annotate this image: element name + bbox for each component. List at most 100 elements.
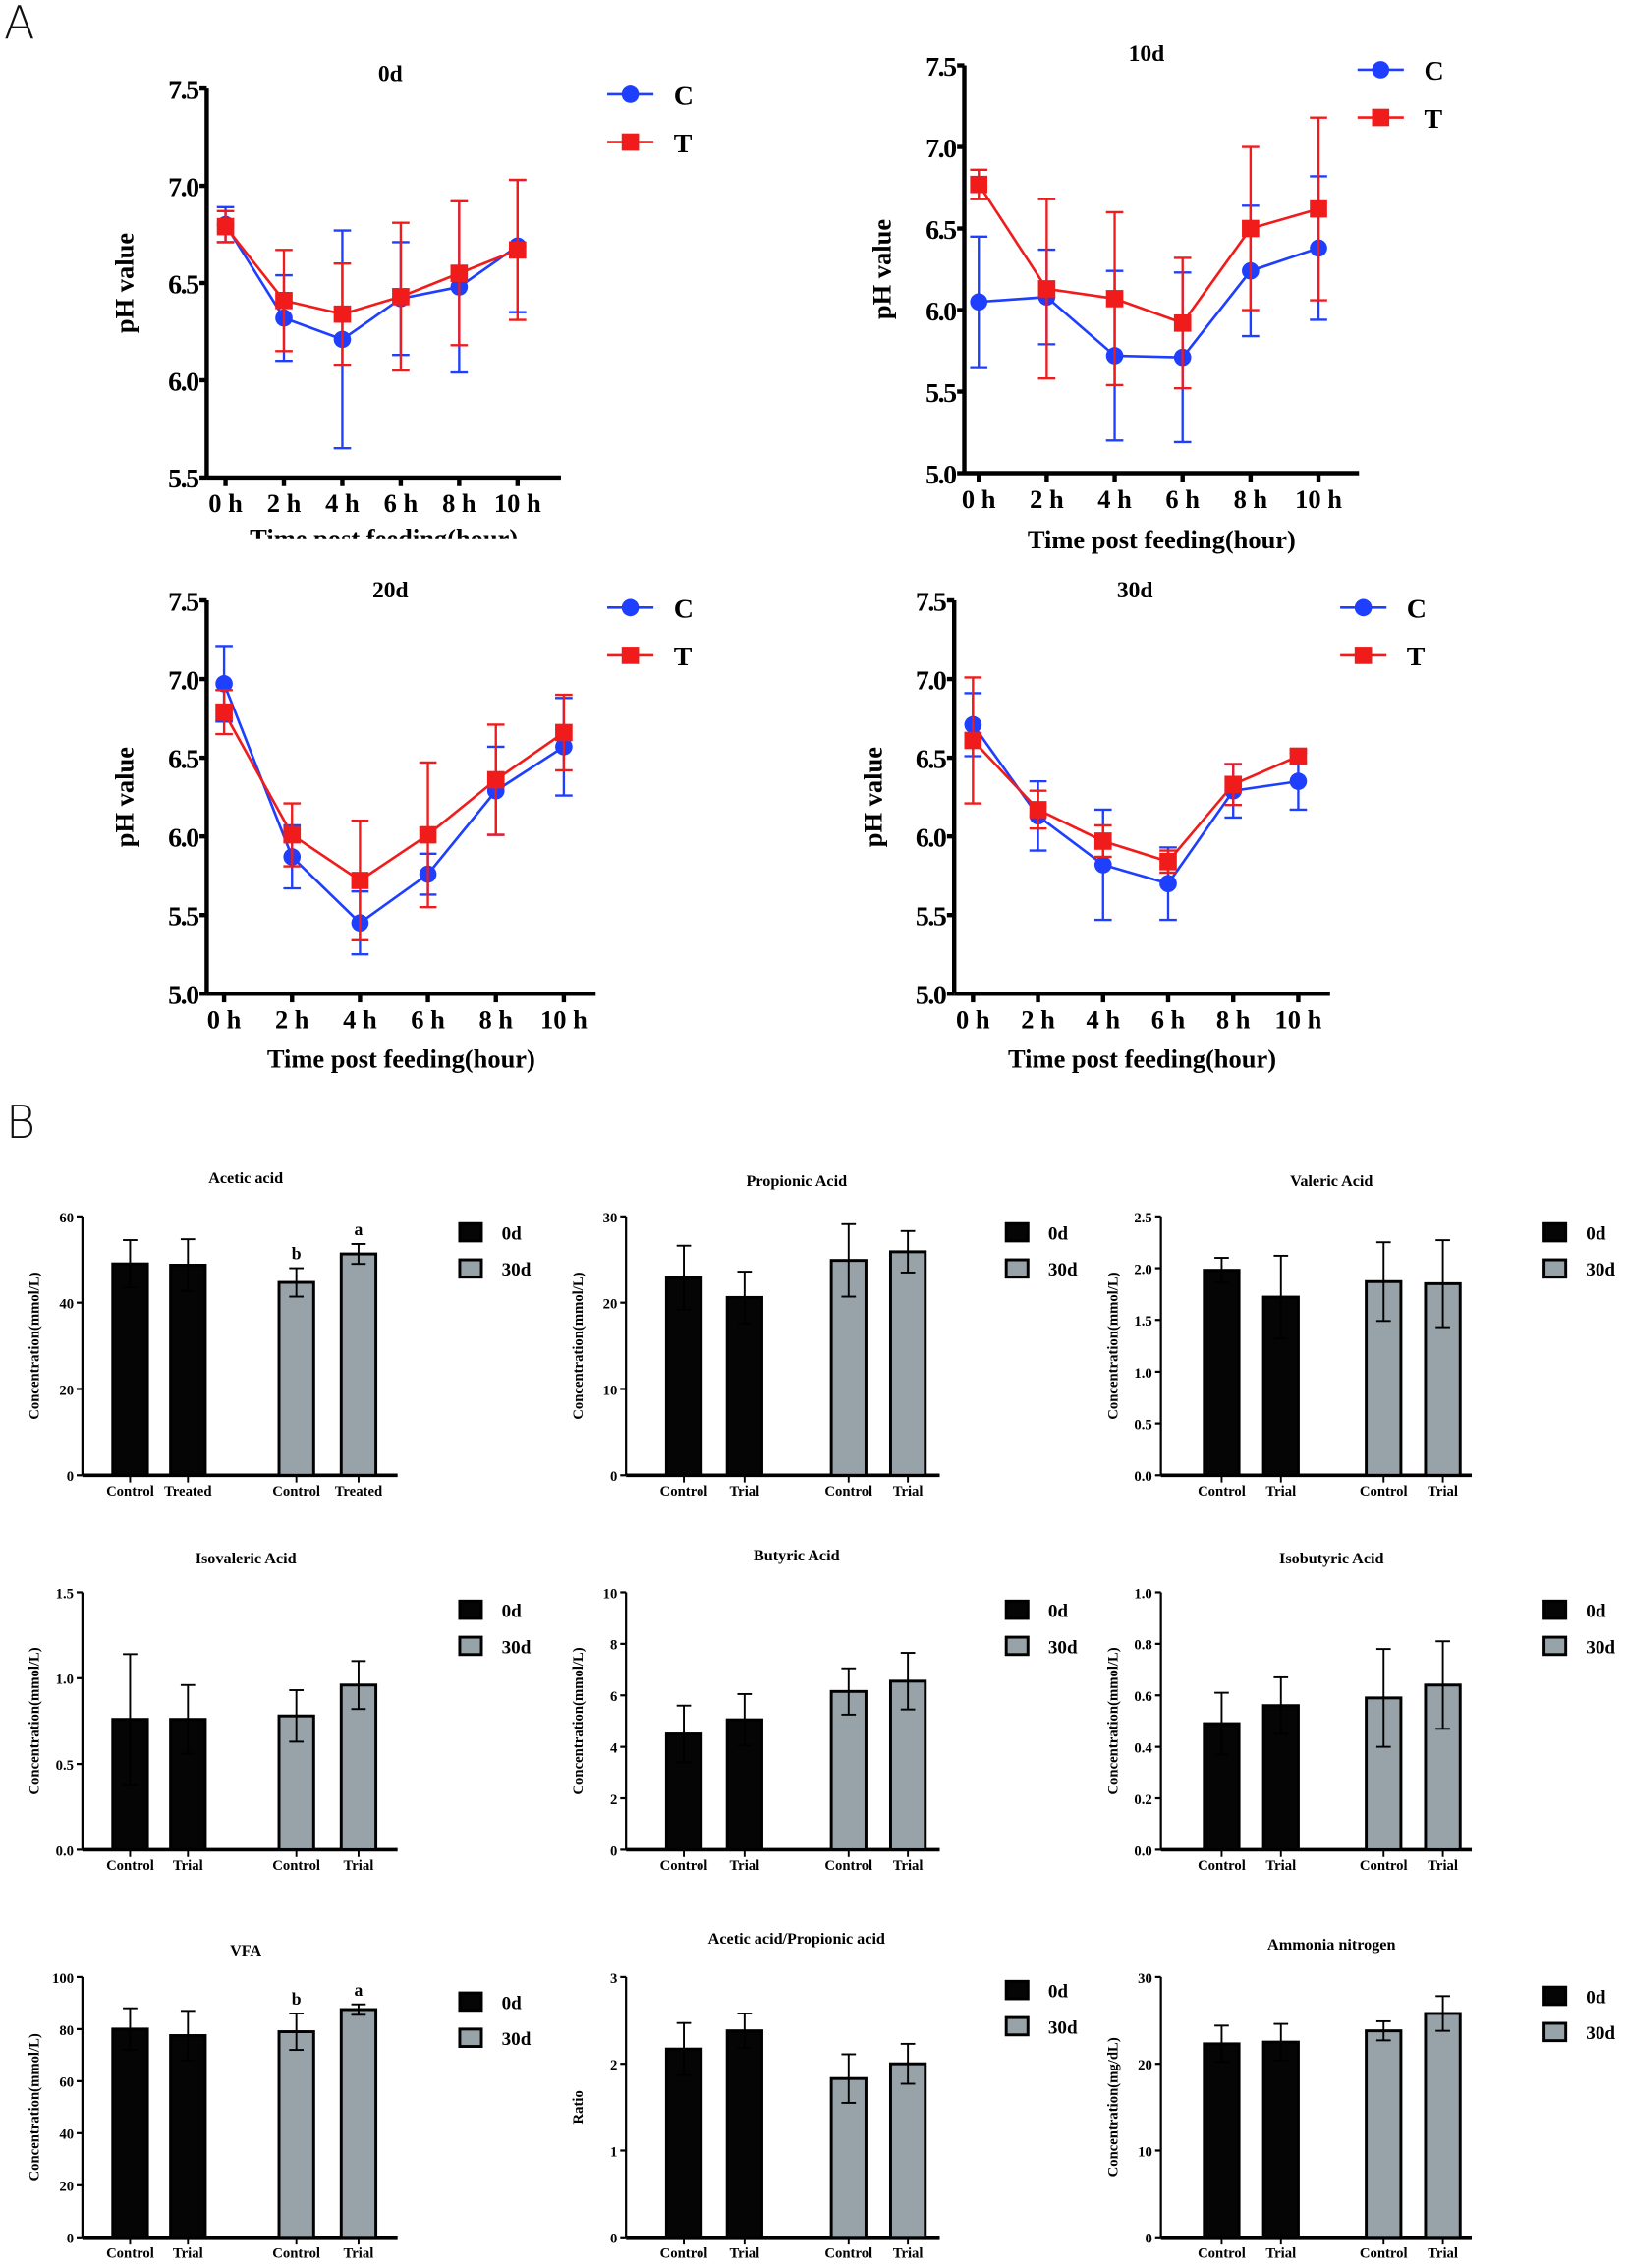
y-tick-label: 1 [610, 2144, 617, 2160]
legend-swatch [1542, 2021, 1568, 2043]
y-tick-label: 30 [603, 1211, 618, 1226]
x-tick-label: 10 h [1295, 484, 1342, 514]
data-point [351, 872, 369, 889]
x-tick-label: Control [1198, 1484, 1246, 1500]
data-point [1093, 832, 1112, 850]
panel-label-a: A [4, 0, 35, 49]
y-axis-label: Concentration(mmol/L) [28, 1272, 43, 1419]
x-tick-label: 10 h [494, 488, 541, 518]
y-tick-label: 5.5 [925, 378, 956, 409]
chart-title: Butyric Acid [754, 1548, 840, 1564]
x-tick-label: 0 h [962, 484, 996, 514]
y-tick-label: 7.0 [925, 134, 956, 164]
y-axis-label: Concentration(mmol/L) [571, 1647, 587, 1794]
y-tick-label: 20 [603, 1297, 618, 1313]
y-tick-label: 0.6 [1134, 1689, 1151, 1705]
legend-swatch [1004, 1221, 1030, 1243]
data-point [970, 293, 988, 312]
x-tick-label: Control [106, 2245, 154, 2261]
legend-swatch [1542, 1599, 1568, 1620]
series-T: T [964, 642, 1426, 875]
x-axis-label: Time post feeding(hour) [267, 1044, 535, 1073]
y-tick-label: 10 [603, 1383, 618, 1398]
legend-label: T [1407, 642, 1426, 672]
legend-marker [621, 85, 640, 103]
y-tick-label: 7.5 [916, 587, 946, 617]
y-tick-label: 0.4 [1134, 1741, 1152, 1757]
y-tick-label: 7.0 [168, 665, 198, 696]
bar [1424, 2012, 1462, 2240]
series-line [224, 225, 519, 316]
x-tick-label: Control [1198, 2245, 1246, 2261]
legend-label: C [1407, 595, 1427, 625]
y-tick-label: 5.5 [916, 902, 946, 933]
x-tick-label: 4 h [1086, 1005, 1120, 1035]
y-tick-label: 7.5 [168, 587, 198, 617]
chart-title: 0d [378, 62, 403, 87]
data-point [1159, 875, 1177, 893]
legend-swatch [458, 2027, 483, 2049]
series-line [972, 723, 1299, 885]
y-tick-label: 2.0 [1134, 1262, 1151, 1277]
x-tick-label: Control [1198, 1858, 1246, 1874]
bar-chart-isobutyric-acid: Isobutyric Acid 0.0 0.2 0.4 0.6 0.8 1.0 Concent… [1105, 1551, 1615, 1874]
legend-swatch [458, 1635, 483, 1657]
x-tick-label: Control [1360, 1858, 1408, 1874]
x-tick-label: 6 h [384, 488, 419, 518]
bar [888, 1250, 927, 1477]
y-tick-label: 6.5 [168, 269, 198, 300]
series-T: T [215, 642, 693, 942]
y-tick-label: 1.0 [56, 1673, 74, 1688]
x-tick-label: Control [824, 1858, 872, 1874]
legend-label: 0d [1586, 1223, 1606, 1244]
line-chart-30d: 30d 5.0 5.5 6.0 6.5 7.0 7.5 0 h 2 h 4 h 6 h 8 h 10 h… [859, 578, 1427, 1073]
y-tick-label: 6.5 [168, 744, 198, 774]
series-C: C [964, 595, 1427, 922]
legend-marker [621, 133, 640, 151]
legend-label: 30d [1048, 2017, 1078, 2038]
y-axis-label: Concentration(mmol/L) [28, 1647, 43, 1794]
y-tick-label: 5.5 [168, 902, 198, 933]
legend-swatch [458, 1258, 483, 1279]
y-tick-label: 0.8 [1134, 1638, 1151, 1654]
x-tick-label: Trial [729, 1858, 759, 1874]
legend-swatch [458, 1599, 483, 1620]
x-tick-label: 4 h [1097, 484, 1132, 514]
bar [1203, 2042, 1241, 2240]
x-tick-label: Trial [1265, 1484, 1296, 1500]
y-axis-label: pH value [109, 233, 139, 333]
legend-label: 30d [502, 1260, 532, 1280]
data-point [1037, 280, 1056, 298]
y-tick-label: 1.0 [1134, 1366, 1151, 1382]
chart-title: 20d [372, 578, 409, 603]
legend-label: C [674, 81, 694, 111]
x-tick-label: Trial [1428, 1858, 1458, 1874]
bar-chart-propionic-acid: Propionic Acid 0 10 20 30 Concentration(mmol/… [571, 1173, 1078, 1500]
y-tick-label: 20 [59, 1383, 74, 1398]
y-tick-label: 1.5 [1134, 1314, 1151, 1330]
x-tick-label: 2 h [1030, 484, 1064, 514]
bar-chart-ammonia-nitrogen: Ammonia nitrogen 0 10 20 30 Concentration(mg/… [1105, 1937, 1615, 2261]
legend-label: C [674, 595, 694, 625]
y-tick-label: 6 [610, 1689, 617, 1705]
y-axis-label: Ratio [571, 2090, 587, 2124]
y-tick-label: 60 [59, 1211, 74, 1226]
data-point [275, 291, 293, 310]
y-tick-label: 0 [610, 2232, 617, 2247]
bar [664, 2047, 703, 2240]
y-axis-label: pH value [859, 747, 888, 847]
bar [339, 1683, 378, 1851]
legend-label: 0d [1048, 1601, 1069, 1621]
y-tick-label: 0 [610, 1469, 617, 1485]
data-point [1224, 775, 1243, 794]
chart-title: Valeric Acid [1290, 1173, 1373, 1190]
x-tick-label: 8 h [442, 488, 476, 518]
x-tick-label: 8 h [1216, 1005, 1251, 1035]
legend-marker [621, 647, 640, 664]
legend-label: 30d [1048, 1260, 1078, 1280]
x-tick-label: Control [1360, 1484, 1408, 1500]
y-axis-label: Concentration(mg/dL) [1105, 2037, 1121, 2177]
data-point [392, 288, 410, 306]
data-point [333, 305, 352, 323]
y-tick-label: 5.0 [916, 981, 946, 1011]
